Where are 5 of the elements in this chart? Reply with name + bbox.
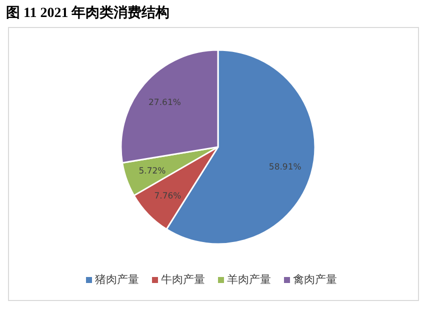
legend-label: 猪肉产量: [95, 273, 139, 286]
legend-label: 羊肉产量: [227, 273, 271, 286]
legend-label: 禽肉产量: [293, 273, 337, 286]
title: 图 11 2021 年肉类消费结构: [6, 6, 170, 21]
legend-label: 牛肉产量: [161, 273, 205, 286]
